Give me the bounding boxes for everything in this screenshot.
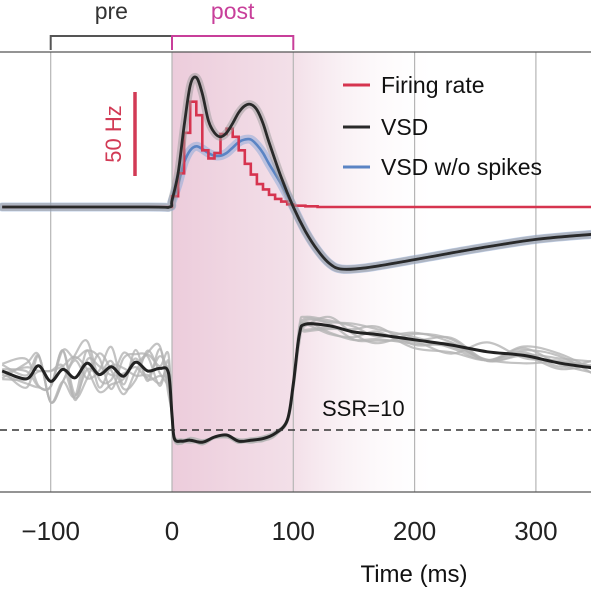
x-axis-title: Time (ms) [360,561,467,588]
legend: Firing rate VSD VSD w/o spikes [343,72,542,180]
post-window-shading [172,52,443,492]
scale-bar-label: 50 Hz [101,105,126,162]
x-tick-label-0: 0 [165,516,179,546]
legend-label-vsd-no-spikes: VSD w/o spikes [381,154,542,180]
post-bracket-label: post [211,0,255,24]
x-axis-ticks: −100 0 100 200 300 [21,516,557,546]
pre-bracket-label: pre [95,0,128,24]
x-tick-label-100: 100 [272,516,315,546]
legend-entry-firing-rate: Firing rate [343,72,485,98]
gridlines [50,52,537,492]
x-tick-label-200: 200 [393,516,436,546]
pre-bracket: pre [49,0,173,50]
legend-entry-vsd: VSD [343,114,428,140]
legend-label-firing-rate: Firing rate [381,72,485,98]
legend-label-vsd: VSD [381,114,428,140]
post-bracket: post [171,0,295,50]
ssr-annotation: SSR=10 [322,396,405,421]
x-tick-label-300: 300 [514,516,557,546]
mean-trace-line [1,322,591,444]
series-layer [0,72,591,444]
x-tick-label--100: −100 [21,516,80,546]
vsd-line [2,75,591,271]
legend-entry-vsd-no-spikes: VSD w/o spikes [343,154,542,180]
scale-bar: 50 Hz [101,92,137,176]
